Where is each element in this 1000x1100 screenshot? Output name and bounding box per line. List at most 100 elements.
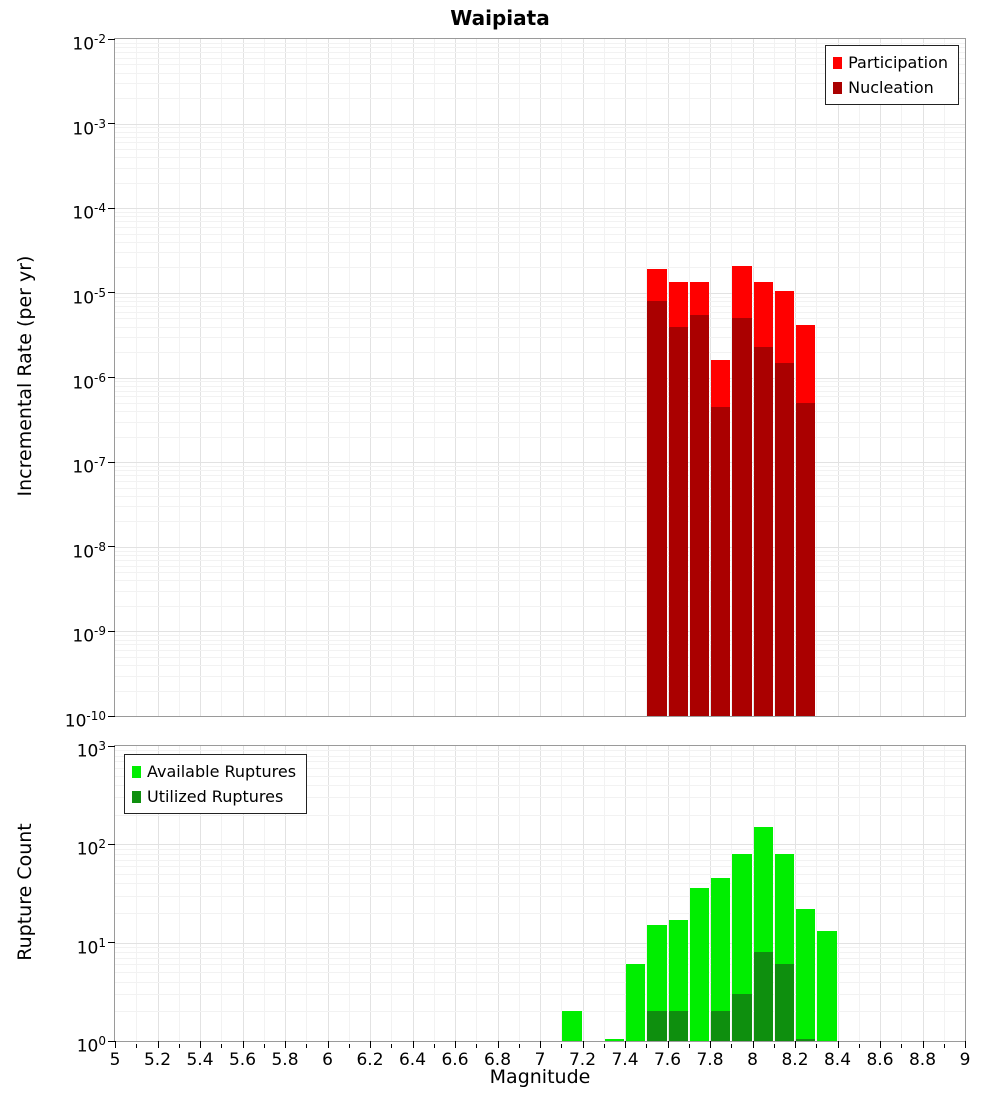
gridline-vertical xyxy=(625,746,626,1041)
y-axis-tick xyxy=(108,123,115,125)
x-tick-label: 8.6 xyxy=(866,1050,894,1070)
x-axis-tick xyxy=(858,1044,860,1048)
gridline-horizontal xyxy=(115,631,965,633)
available-ruptures-bar xyxy=(711,878,731,1041)
gridline-horizontal-minor xyxy=(115,644,965,646)
gridline-vertical xyxy=(795,746,796,1041)
gridline-horizontal xyxy=(115,292,965,294)
gridline-horizontal-minor xyxy=(115,402,965,404)
gridline-vertical xyxy=(200,746,201,1041)
x-tick-label: 5 xyxy=(109,1050,121,1070)
utilized-ruptures-bar xyxy=(774,964,794,1041)
available-ruptures-bar xyxy=(604,1039,624,1041)
x-axis-tick xyxy=(306,1044,308,1048)
gridline-horizontal-minor xyxy=(115,972,965,974)
gridline-vertical xyxy=(688,746,690,1041)
x-tick-label: 6.8 xyxy=(483,1050,512,1070)
x-axis-tick xyxy=(200,1041,201,1048)
gridline-horizontal-minor xyxy=(115,318,965,320)
x-axis-tick xyxy=(263,1044,265,1048)
y-axis-tick xyxy=(108,1040,115,1042)
x-tick-label: 5.4 xyxy=(186,1050,214,1070)
gridline-horizontal-minor xyxy=(115,72,965,74)
x-axis-tick xyxy=(582,1041,584,1048)
x-axis-tick xyxy=(561,1044,563,1048)
available-ruptures-bar xyxy=(626,964,646,1041)
legend-item: Available Ruptures xyxy=(132,759,296,784)
gridline-horizontal xyxy=(115,208,965,210)
y-axis-tick xyxy=(108,292,115,294)
x-axis-tick xyxy=(476,1044,478,1048)
gridline-horizontal-minor xyxy=(115,675,965,677)
x-axis-tick xyxy=(773,1044,775,1048)
nucleation-bar xyxy=(732,318,752,716)
y-axis-tick xyxy=(108,942,115,944)
gridline-vertical xyxy=(582,746,584,1041)
gridline-vertical xyxy=(221,746,223,1041)
legend-item: Participation xyxy=(833,50,948,75)
available-ruptures-bar xyxy=(562,1011,582,1041)
gridline-horizontal-minor xyxy=(115,381,965,383)
gridline-horizontal-minor xyxy=(115,337,965,339)
y-tick-label: 100 xyxy=(76,1034,106,1057)
x-tick-label: 6 xyxy=(322,1050,333,1070)
gridline-horizontal-minor xyxy=(115,157,965,159)
gridline-horizontal-minor xyxy=(115,480,965,482)
gridline-vertical xyxy=(497,746,499,1041)
gridline-horizontal-minor xyxy=(115,873,965,875)
x-axis-tick xyxy=(370,1041,371,1048)
gridline-horizontal-minor xyxy=(115,964,965,966)
gridline-horizontal-minor xyxy=(115,639,965,641)
x-tick-label: 6.2 xyxy=(356,1050,384,1070)
x-axis-tick xyxy=(625,1041,626,1048)
x-axis-tick xyxy=(391,1044,393,1048)
y-axis-tick xyxy=(108,630,115,632)
gridline-horizontal-minor xyxy=(115,227,965,229)
gridline-horizontal-minor xyxy=(115,98,965,100)
gridline-horizontal-minor xyxy=(115,216,965,218)
gridline-horizontal-minor xyxy=(115,859,965,861)
x-tick-label: 7.8 xyxy=(696,1050,724,1070)
gridline-horizontal-minor xyxy=(115,521,965,523)
gridline-horizontal-minor xyxy=(115,554,965,556)
utilized-ruptures-bar xyxy=(668,1011,688,1041)
x-tick-label: 9 xyxy=(959,1050,971,1070)
legend-label: Utilized Ruptures xyxy=(147,787,284,806)
x-axis-tick xyxy=(242,1041,244,1048)
x-axis-tick xyxy=(795,1041,796,1048)
gridline-vertical xyxy=(667,746,669,1041)
legend-swatch-icon xyxy=(132,765,141,778)
gridline-vertical xyxy=(858,746,860,1041)
gridline-horizontal-minor xyxy=(115,957,965,959)
legend-item: Utilized Ruptures xyxy=(132,784,296,809)
y-tick-label: 102 xyxy=(76,837,106,860)
legend-swatch-icon xyxy=(833,81,843,94)
gridline-horizontal-minor xyxy=(115,421,965,423)
gridline-horizontal-minor xyxy=(115,83,965,85)
gridline-vertical xyxy=(136,746,138,1041)
nucleation-bar xyxy=(711,406,731,716)
x-tick-label: 7.2 xyxy=(568,1050,597,1070)
gridline-vertical xyxy=(285,746,286,1041)
gridline-horizontal-minor xyxy=(115,301,965,303)
incremental-rate-plot: 10-2 10-3 10-4 10-5 10-6 10-7 10-8 10-9 10-10 Par… xyxy=(65,32,966,732)
gridline-vertical xyxy=(816,746,818,1041)
gridline-horizontal-minor xyxy=(115,605,965,607)
gridline-vertical xyxy=(327,746,329,1041)
x-axis-tick xyxy=(901,1044,903,1048)
gridline-vertical xyxy=(433,746,435,1041)
available-ruptures-bar xyxy=(668,920,688,1041)
rupture-count-plot: 100 101 102 103 5 5.2 5.4 5.6 5.8 6 6.2 6.4 6.6 6.8 7 7… xyxy=(77,739,971,1070)
gridline-horizontal-minor xyxy=(115,385,965,387)
legend-item: Nucleation xyxy=(833,75,948,100)
gridline-horizontal-minor xyxy=(115,785,965,787)
x-tick-label: 8.2 xyxy=(781,1050,809,1070)
utilized-ruptures-bar xyxy=(647,1011,667,1041)
x-tick-label: 5.2 xyxy=(143,1050,172,1070)
gridline-vertical xyxy=(773,746,775,1041)
gridline-horizontal-minor xyxy=(115,267,965,269)
gridline-horizontal-minor xyxy=(115,952,965,954)
y-tick-label: 101 xyxy=(76,935,106,959)
gridline-horizontal-minor xyxy=(115,895,965,897)
gridline-vertical xyxy=(901,746,903,1041)
